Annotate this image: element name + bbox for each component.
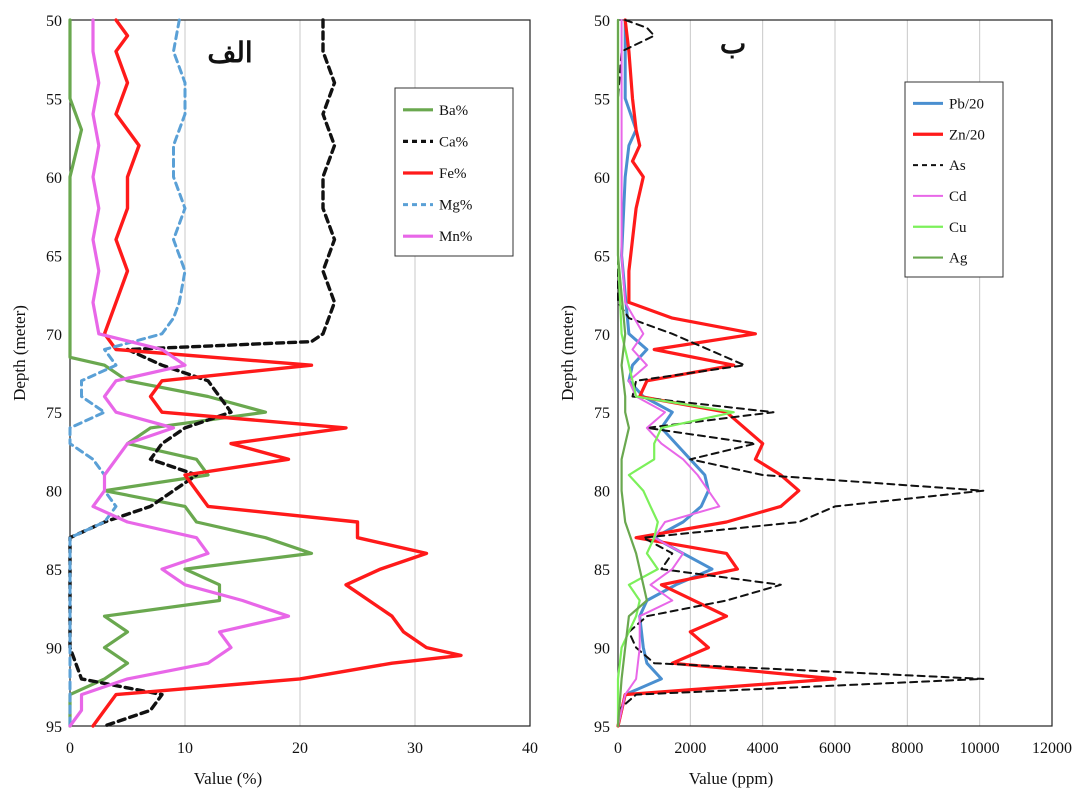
y-tick-label: 75 (594, 405, 610, 422)
legend-box (904, 81, 1004, 278)
y-tick-label: 55 (46, 91, 62, 108)
series-line-zn20 (616, 18, 837, 728)
series-line-as (617, 19, 985, 727)
legend-label: Cu (949, 220, 967, 236)
series-line-cd (617, 19, 721, 727)
panel-title: ب (720, 29, 746, 60)
x-axis-title: Value (%) (194, 769, 262, 788)
y-tick-label: 55 (594, 91, 610, 108)
legend-label: Pb/20 (949, 96, 984, 112)
legend-label: Ba% (439, 103, 468, 119)
x-tick-label: 40 (522, 740, 538, 757)
y-tick-label: 65 (594, 248, 610, 265)
legend-label: Ca% (439, 134, 468, 150)
y-tick-label: 75 (46, 405, 62, 422)
x-tick-label: 4000 (747, 740, 779, 757)
legend-label: Zn/20 (949, 127, 985, 143)
plot-frame (69, 19, 531, 727)
series-line-ag (616, 18, 648, 728)
y-tick-label: 50 (46, 13, 62, 30)
x-tick-label: 10 (177, 740, 193, 757)
y-tick-label: 85 (594, 562, 610, 579)
y-tick-label: 50 (594, 13, 610, 30)
y-tick-label: 80 (46, 484, 62, 501)
y-tick-label: 95 (46, 719, 62, 736)
legend: Ba% Ca% Fe% Mg% Mn% (394, 87, 514, 257)
legend-label: Ag (949, 251, 968, 267)
y-axis-title: Depth (meter) (558, 305, 577, 401)
plot-frame (617, 19, 1053, 727)
chart-panel-1: 0 10 20 30 40 50 55 60 65 70 75 80 85 90 95 Value (%) De… (10, 13, 538, 788)
legend-label: Mg% (439, 198, 472, 214)
legend: Pb/20 Zn/20 As Cd Cu Ag (904, 81, 1004, 278)
chart-panel-2: 0 2000 4000 6000 8000 10000 12000 50 55 60 65 70 75 8… (558, 13, 1072, 788)
y-axis-title: Depth (meter) (10, 305, 29, 401)
x-tick-label: 0 (614, 740, 622, 757)
x-tick-label: 10000 (960, 740, 1000, 757)
x-tick-label: 8000 (891, 740, 923, 757)
legend-label: Mn% (439, 229, 472, 245)
y-tick-label: 85 (46, 562, 62, 579)
series-line-mn (68, 18, 291, 728)
y-tick-label: 70 (46, 327, 62, 344)
y-tick-label: 60 (594, 170, 610, 187)
series-line-fe (91, 18, 463, 728)
legend-label: As (949, 158, 966, 174)
legend-label: Cd (949, 189, 967, 205)
series-line-mg (68, 18, 187, 728)
legend-label: Fe% (439, 166, 467, 182)
panel-title: الف (207, 38, 252, 69)
y-tick-label: 65 (46, 248, 62, 265)
x-tick-label: 2000 (674, 740, 706, 757)
x-axis-title: Value (ppm) (689, 769, 774, 788)
x-tick-label: 6000 (819, 740, 851, 757)
y-tick-label: 60 (46, 170, 62, 187)
x-tick-label: 12000 (1032, 740, 1072, 757)
x-tick-label: 20 (292, 740, 308, 757)
y-tick-label: 80 (594, 484, 610, 501)
series-line-cu (616, 18, 735, 728)
y-tick-label: 70 (594, 327, 610, 344)
x-tick-label: 30 (407, 740, 423, 757)
y-tick-label: 90 (46, 641, 62, 658)
y-tick-label: 90 (594, 641, 610, 658)
y-tick-label: 95 (594, 719, 610, 736)
x-tick-label: 0 (66, 740, 74, 757)
